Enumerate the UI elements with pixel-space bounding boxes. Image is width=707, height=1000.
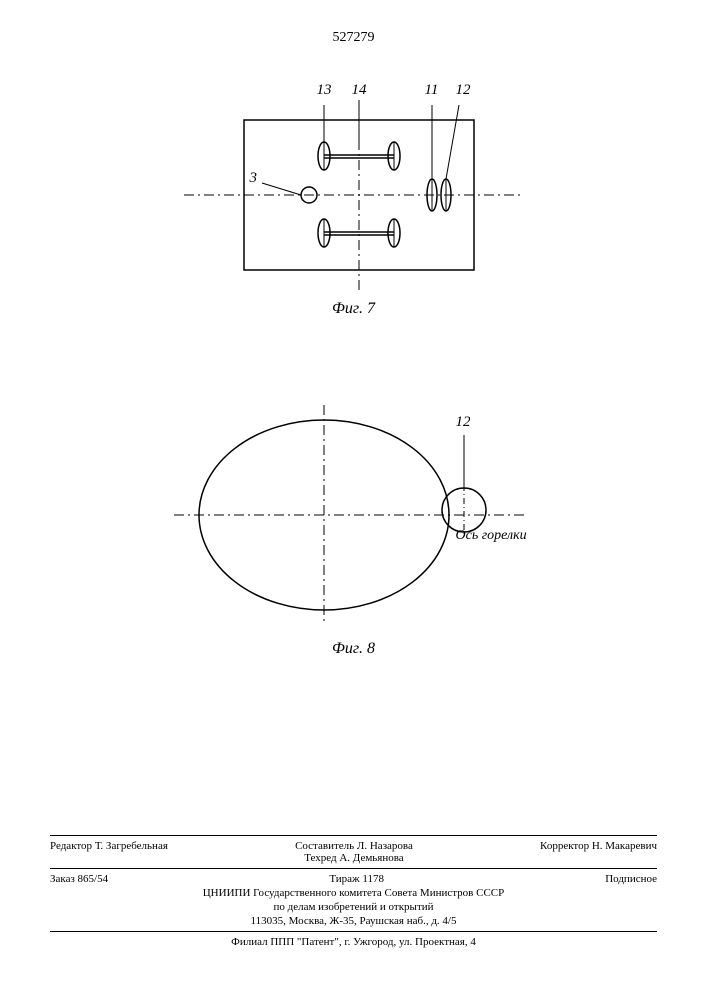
subscription: Подписное [605,873,657,885]
compiler-name: Л. Назарова [357,840,413,852]
techred-name: А. Демьянова [339,852,403,864]
footer-block: Редактор Т. Загребельная Составитель Л. … [50,831,657,950]
callout-12-fig8: 12 [456,414,471,431]
corrector-name: Н. Макаревич [592,840,657,852]
figure-8: 12 Ось горелки [154,400,554,660]
figure-8-svg [154,400,554,630]
compiler: Составитель Л. Назарова Техред А. Демьян… [295,840,413,864]
compiler-role: Составитель [295,840,354,852]
editor-role: Редактор [50,840,92,852]
techred-role: Техред [304,852,336,864]
page-number: 527279 [333,30,375,46]
footer-print-row: Заказ 865/54 Тираж 1178 Подписное [50,873,657,885]
callout-11: 11 [425,82,439,99]
org-address: 113035, Москва, Ж-35, Раушская наб., д. … [50,915,657,927]
figure-7: 13 14 11 12 3 [184,80,524,330]
order-number: Заказ 865/54 [50,873,108,885]
editor-name: Т. Загребельная [95,840,168,852]
callout-3: 3 [250,170,258,187]
figure-7-caption: Фиг. 7 [332,300,375,318]
figure-8-caption: Фиг. 8 [332,640,375,658]
corrector-role: Корректор [540,840,589,852]
callout-13: 13 [317,82,332,99]
org-line-1: ЦНИИПИ Государственного комитета Совета … [50,887,657,899]
org-line-2: по делам изобретений и открытий [50,901,657,913]
editor-label: Редактор Т. Загребельная [50,840,168,864]
burner-axis-label: Ось горелки [456,528,527,544]
print-run: Тираж 1178 [329,873,384,885]
callout-14: 14 [352,82,367,99]
callout-12: 12 [456,82,471,99]
branch-line: Филиал ППП "Патент", г. Ужгород, ул. Про… [50,936,657,948]
figure-7-svg [184,80,524,300]
footer-credits-row: Редактор Т. Загребельная Составитель Л. … [50,840,657,864]
corrector: Корректор Н. Макаревич [540,840,657,864]
